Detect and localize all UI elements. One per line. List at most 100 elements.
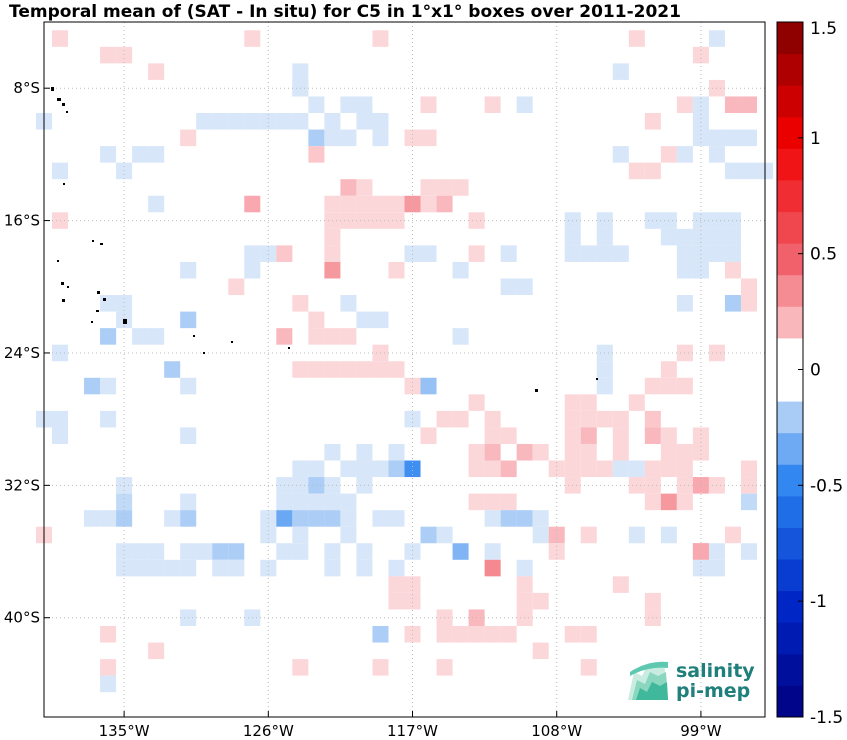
grid-cell xyxy=(468,493,485,511)
grid-cell xyxy=(244,261,261,279)
grid-cell xyxy=(388,510,405,527)
grid-cell xyxy=(388,592,405,610)
grid-cell xyxy=(420,195,437,213)
grid-cell xyxy=(276,493,293,511)
grid-cell xyxy=(532,526,549,544)
grid-cell xyxy=(628,460,645,478)
grid-cell xyxy=(276,543,293,560)
grid-cell xyxy=(548,543,565,560)
grid-cell xyxy=(228,543,245,560)
grid-cell xyxy=(724,261,741,279)
grid-cell xyxy=(708,245,725,262)
grid-cell xyxy=(676,295,693,312)
grid-cell xyxy=(676,443,693,461)
colorbar-swatch xyxy=(777,243,803,276)
grid-cell xyxy=(388,195,405,213)
grid-cell xyxy=(340,129,357,147)
grid-cell xyxy=(388,460,405,478)
grid-cell xyxy=(564,460,581,478)
grid-cell xyxy=(100,510,117,527)
grid-cell xyxy=(372,129,389,147)
logo-line2: pi-mep xyxy=(676,680,750,702)
grid-cell xyxy=(708,559,725,577)
grid-cell xyxy=(516,510,533,527)
grid-cell xyxy=(468,625,485,643)
grid-cell xyxy=(612,576,629,593)
grid-cell xyxy=(740,295,757,312)
colorbar-tick-label: -1 xyxy=(810,592,827,612)
grid-cell xyxy=(308,493,325,511)
y-axis: 8°S 16°S 24°S 32°S 40°S xyxy=(4,79,50,627)
grid-cell xyxy=(468,394,485,411)
y-tick-label: 24°S xyxy=(4,344,40,362)
grid-cell xyxy=(372,113,389,130)
grid-cell xyxy=(500,278,517,296)
grid-cell xyxy=(388,559,405,577)
grid-cell xyxy=(692,96,709,114)
grid-cell xyxy=(404,592,421,610)
grid-cell xyxy=(484,427,501,444)
grid-cell xyxy=(116,543,133,560)
grid-cell xyxy=(356,311,373,329)
chart-title: Temporal mean of (SAT - In situ) for C5 … xyxy=(9,2,681,22)
grid-cell xyxy=(132,559,149,577)
grid-cell xyxy=(564,443,581,461)
grid-cell xyxy=(100,625,117,643)
grid-cell xyxy=(500,460,517,478)
grid-cell xyxy=(516,96,533,114)
grid-cell xyxy=(116,559,133,577)
grid-cell xyxy=(180,311,197,329)
grid-cell xyxy=(436,195,453,213)
grid-cell xyxy=(404,410,421,428)
grid-cell xyxy=(724,96,741,114)
grid-cell xyxy=(372,311,389,329)
grid-cell xyxy=(420,96,437,114)
x-tick-label: 126°W xyxy=(243,722,294,740)
y-tick-label: 40°S xyxy=(4,609,40,627)
grid-cell xyxy=(404,195,421,213)
grid-cell xyxy=(244,30,261,47)
grid-cell xyxy=(436,659,453,676)
grid-cell xyxy=(676,245,693,262)
grid-cell xyxy=(516,443,533,461)
grid-cell xyxy=(628,162,645,180)
grid-cell xyxy=(644,113,661,130)
grid-cell xyxy=(500,625,517,643)
grid-cell xyxy=(404,576,421,593)
grid-cell xyxy=(612,146,629,163)
grid-cell xyxy=(340,510,357,527)
grid-cell xyxy=(660,228,677,246)
colorbar-swatch xyxy=(777,495,803,528)
grid-cell xyxy=(740,278,757,296)
colorbar-swatch xyxy=(777,148,803,181)
colorbar-tick-label: 1 xyxy=(810,129,821,149)
grid-cell xyxy=(436,625,453,643)
grid-cell xyxy=(260,245,277,262)
grid-cell xyxy=(100,146,117,163)
colorbar-swatch xyxy=(777,653,803,686)
grid-cell xyxy=(292,493,309,511)
grid-cell xyxy=(356,443,373,461)
grid-cell xyxy=(404,543,421,560)
grid-cell xyxy=(372,195,389,213)
colorbar-swatch xyxy=(777,116,803,149)
grid-cell xyxy=(676,377,693,395)
grid-cell xyxy=(692,129,709,147)
grid-cell xyxy=(516,592,533,610)
grid-cell xyxy=(292,460,309,478)
grid-cell xyxy=(84,510,101,527)
grid-cell xyxy=(308,328,325,345)
colorbar-swatch xyxy=(777,85,803,118)
grid-cell xyxy=(612,427,629,444)
grid-cell xyxy=(324,228,341,246)
grid-cell xyxy=(180,543,197,560)
grid-cell xyxy=(468,245,485,262)
grid-cell xyxy=(180,377,197,395)
grid-cell xyxy=(356,195,373,213)
grid-cell xyxy=(660,493,677,511)
grid-cell xyxy=(308,311,325,329)
grid-cell xyxy=(628,526,645,544)
grid-cell xyxy=(532,592,549,610)
grid-cell xyxy=(148,328,165,345)
grid-cell xyxy=(580,659,597,676)
